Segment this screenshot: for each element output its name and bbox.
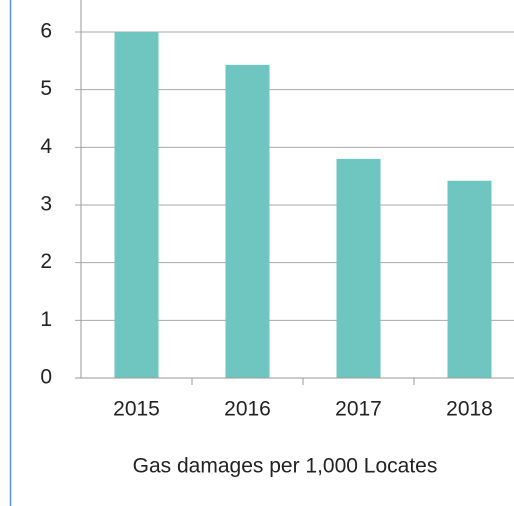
y-tick-label: 5 (40, 77, 52, 100)
y-tick-label: 0 (40, 366, 52, 389)
y-tick-label: 3 (40, 193, 52, 216)
y-tick-label: 1 (40, 308, 52, 331)
x-tick-label: 2016 (224, 398, 271, 421)
bar (225, 64, 270, 379)
bar (336, 158, 381, 378)
bar (114, 32, 159, 378)
x-tick-label: 2017 (335, 398, 382, 421)
bar (447, 180, 492, 378)
frame (9, 0, 12, 506)
y-tick-label: 2 (40, 250, 52, 273)
x-tick-label: 2015 (113, 398, 160, 421)
x-axis-label: Gas damages per 1,000 Locates (133, 455, 438, 478)
y-tick-label: 6 (40, 20, 52, 43)
x-tick-label: 2018 (446, 398, 493, 421)
y-tick-label: 4 (40, 135, 52, 158)
